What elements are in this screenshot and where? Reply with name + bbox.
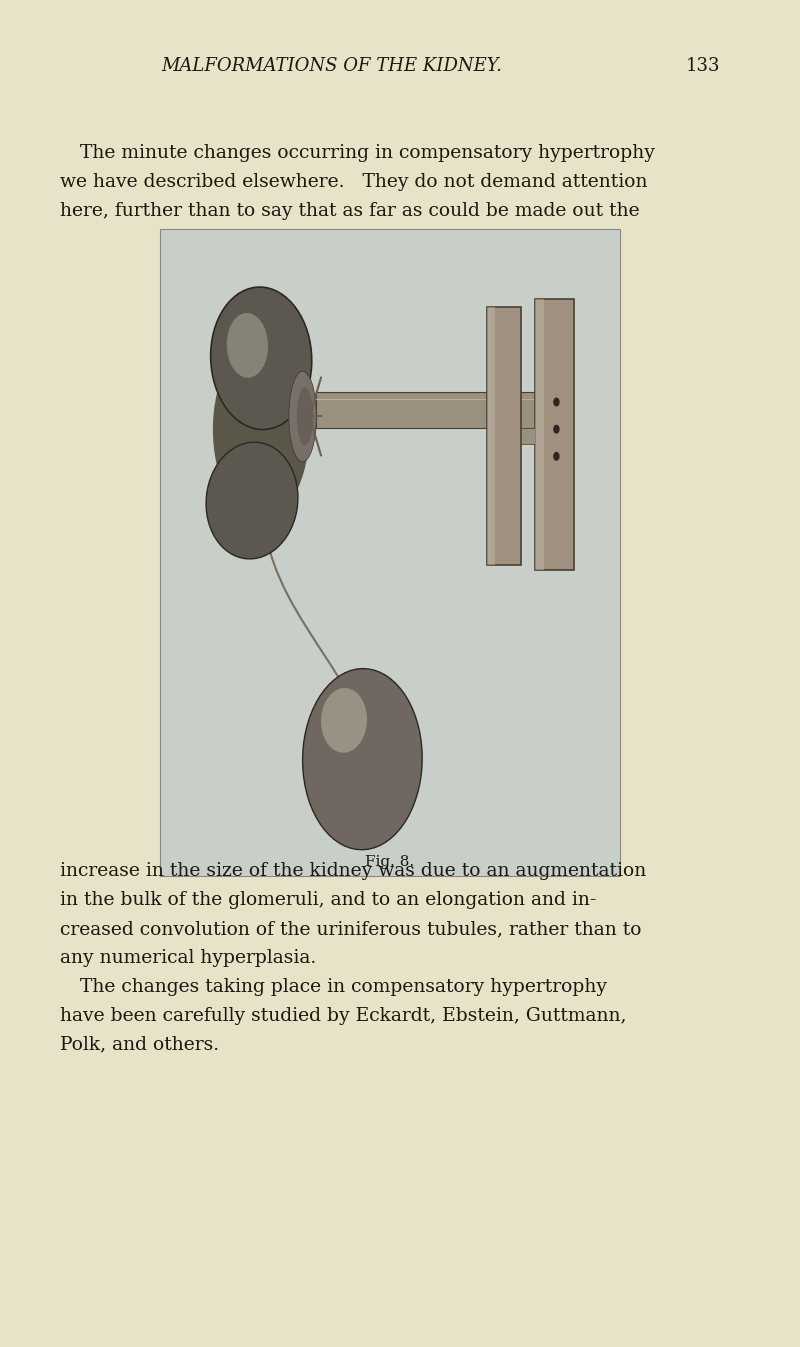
Bar <box>486 307 495 566</box>
Ellipse shape <box>297 388 313 446</box>
Ellipse shape <box>302 668 422 850</box>
Text: any numerical hyperplasia.: any numerical hyperplasia. <box>60 948 316 967</box>
Ellipse shape <box>289 372 317 462</box>
Text: in the bulk of the glomeruli, and to an elongation and in-: in the bulk of the glomeruli, and to an … <box>60 892 596 909</box>
Bar <box>486 307 521 566</box>
Ellipse shape <box>553 424 560 434</box>
Bar <box>535 299 543 570</box>
Ellipse shape <box>206 442 298 559</box>
Text: 133: 133 <box>686 57 720 74</box>
Ellipse shape <box>321 688 367 753</box>
Ellipse shape <box>213 339 310 520</box>
Polygon shape <box>317 392 538 428</box>
Ellipse shape <box>210 287 312 430</box>
Text: Fig. 8.: Fig. 8. <box>366 855 414 869</box>
Text: increase in the size of the kidney was due to an augmentation: increase in the size of the kidney was d… <box>60 862 646 880</box>
Text: have been carefully studied by Eckardt, Ebstein, Guttmann,: have been carefully studied by Eckardt, … <box>60 1008 626 1025</box>
Bar <box>535 299 574 570</box>
Bar <box>160 229 620 876</box>
Text: Polk, and others.: Polk, and others. <box>60 1036 219 1053</box>
Ellipse shape <box>553 451 560 461</box>
Text: creased convolution of the uriniferous tubules, rather than to: creased convolution of the uriniferous t… <box>60 920 642 938</box>
Text: ​The changes taking place in compensatory hypertrophy: ​The changes taking place in compensator… <box>80 978 607 995</box>
Ellipse shape <box>226 313 268 377</box>
Text: here, further than to say that as far as could be made out the: here, further than to say that as far as… <box>60 202 640 220</box>
Ellipse shape <box>553 397 560 407</box>
Text: The minute changes occurring in compensatory hypertrophy: The minute changes occurring in compensa… <box>80 144 655 162</box>
Text: we have described elsewhere.   They do not demand attention: we have described elsewhere. They do not… <box>60 172 647 191</box>
Text: MALFORMATIONS OF THE KIDNEY.: MALFORMATIONS OF THE KIDNEY. <box>162 57 502 74</box>
Bar <box>521 428 535 445</box>
